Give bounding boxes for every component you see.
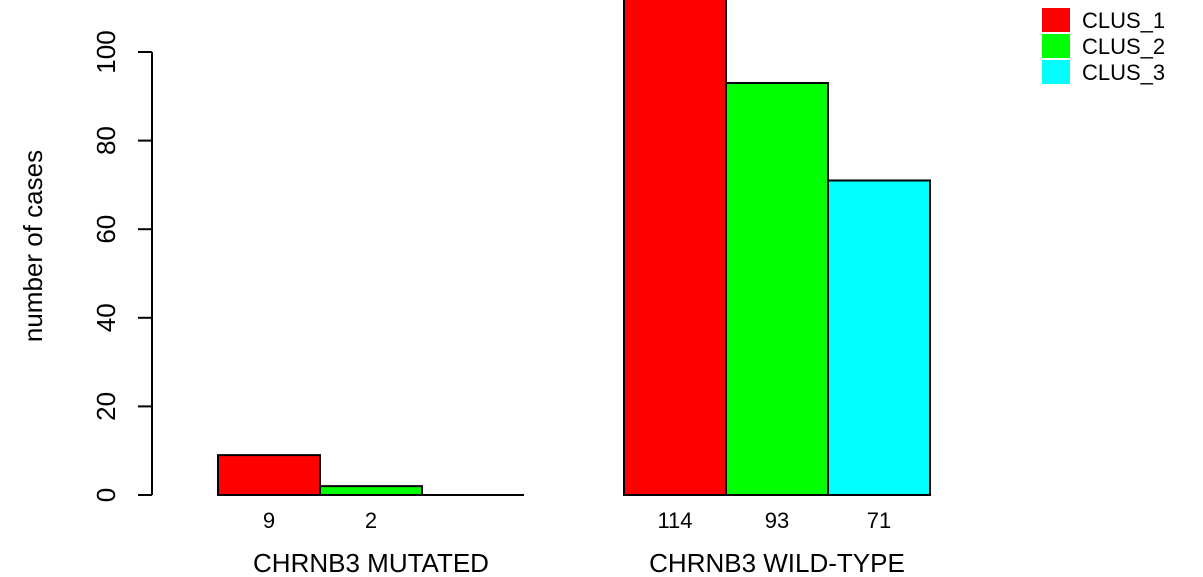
group-labels: CHRNB3 MUTATED CHRNB3 WILD-TYPE [253,548,905,577]
legend-swatch [1042,60,1070,84]
bar-value-labels: 9 2 114 93 71 [263,508,891,533]
bar-value-label: 9 [263,508,275,533]
bars [217,0,931,497]
group-label: CHRNB3 MUTATED [253,548,489,577]
legend-label: CLUS_3 [1082,60,1165,85]
bar-value-label: 114 [657,508,692,533]
bar-value-label: 2 [365,508,377,533]
y-tick-label: 60 [91,215,121,244]
bar-clus-1 [217,454,321,497]
y-tick-label: 100 [91,30,121,73]
bar-clus-2 [725,82,829,496]
y-tick-label: 80 [91,126,121,155]
bar-value-label: 93 [765,508,789,533]
y-tick-label: 20 [91,392,121,421]
y-axis-label: number of cases [18,150,48,342]
legend-swatch [1042,34,1070,58]
y-axis: 0 20 40 60 80 100 [91,30,153,502]
legend-label: CLUS_2 [1082,34,1165,59]
bar-clus-3 [827,179,931,496]
legend-swatch [1042,8,1070,32]
bar-clus-2 [319,485,423,497]
bar-value-label: 71 [867,508,891,533]
y-tick-label: 0 [91,488,121,502]
legend-label: CLUS_1 [1082,8,1165,33]
y-tick-label: 40 [91,303,121,332]
group-label: CHRNB3 WILD-TYPE [649,548,905,577]
bar-clus-1 [623,0,727,496]
